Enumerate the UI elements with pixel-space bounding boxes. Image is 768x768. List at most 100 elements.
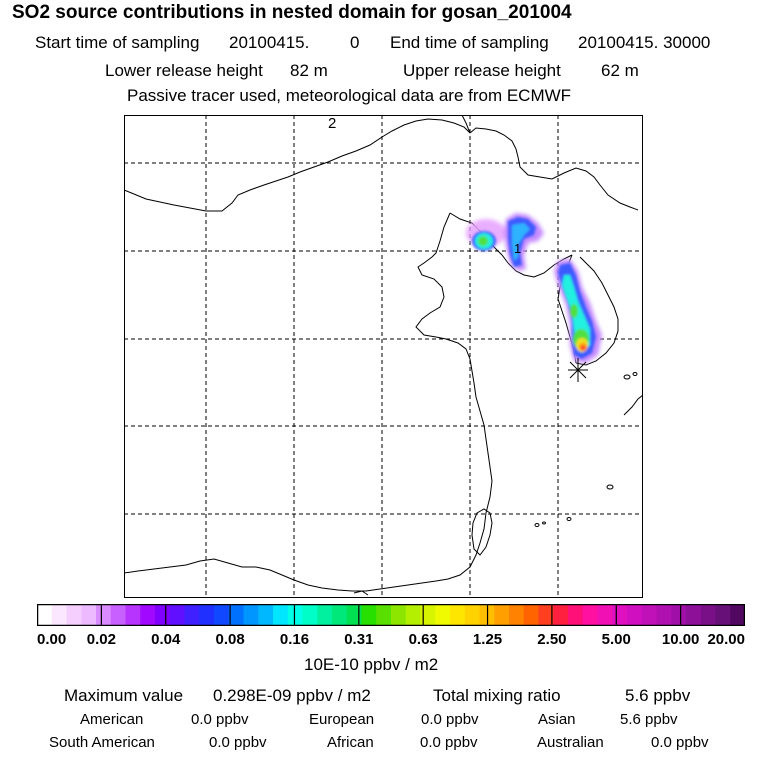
upper-release-value: 62 m [601, 61, 639, 80]
chart-title: SO2 source contributions in nested domai… [12, 2, 572, 23]
start-time-hour: 0 [350, 33, 360, 52]
source-african-value: 0.0 ppbv [420, 734, 478, 751]
colorbar-cell [671, 604, 687, 626]
colorbar-cell [37, 604, 53, 626]
colorbar-tick-label: 10.00 [661, 631, 700, 648]
japan-kyushu [623, 394, 643, 416]
korea-border [507, 254, 573, 278]
colorbar-cell [346, 604, 362, 626]
lower-release-label: Lower release height [105, 61, 263, 80]
china-russia-border [461, 115, 471, 134]
colorbar-cell [332, 604, 348, 626]
colorbar-cell [420, 604, 436, 626]
gosan-source-marker [568, 358, 588, 382]
map-panel: 2 1 [124, 115, 643, 598]
colorbar-cell [538, 604, 554, 626]
map-label-2: 2 [328, 115, 336, 132]
source-asian-value: 5.6 ppbv [620, 711, 678, 728]
colorbar-cell [155, 604, 171, 626]
lower-release-value: 82 m [290, 61, 328, 80]
colorbar-cell [494, 604, 510, 626]
korea-coast-east [575, 256, 619, 366]
colorbar-cell [509, 604, 525, 626]
colorbar-cell [464, 604, 480, 626]
end-time-label: End time of sampling [390, 33, 549, 52]
colorbar-tick-label: 20.00 [707, 631, 745, 648]
colorbar-tick-label: 5.00 [601, 631, 631, 648]
colorbar-tick-label: 0.00 [37, 631, 67, 648]
islands [534, 372, 638, 527]
colorbar-cell [405, 604, 421, 626]
colorbar-cell [582, 604, 598, 626]
source-australian-value: 0.0 ppbv [651, 734, 709, 751]
upper-release-label: Upper release height [403, 61, 561, 80]
colorbar-cell [656, 604, 672, 626]
colorbar-cell [66, 604, 82, 626]
colorbar-cell [273, 604, 289, 626]
colorbar-tick-label: 2.50 [537, 631, 567, 648]
colorbar [37, 604, 745, 626]
colorbar-tick-label: 0.31 [344, 631, 374, 648]
total-mixing-label: Total mixing ratio [433, 686, 561, 705]
colorbar-cell [686, 604, 702, 626]
colorbar-cell [258, 604, 274, 626]
map-label-1: 1 [514, 241, 521, 256]
china-coast [124, 212, 493, 592]
end-time-value: 20100415. 30000 [578, 33, 711, 52]
colorbar-tick-label: 0.63 [408, 631, 438, 648]
colorbar-cell [597, 604, 613, 626]
plume-korea-red [581, 346, 585, 350]
colorbar-cell [125, 604, 141, 626]
colorbar-tick-label: 1.25 [472, 631, 503, 648]
colorbar-cell [51, 604, 67, 626]
source-asian-name: Asian [538, 711, 576, 728]
start-time-label: Start time of sampling [35, 33, 200, 52]
colorbar-cell [110, 604, 126, 626]
source-american-name: American [80, 711, 144, 728]
colorbar-cell [302, 604, 318, 626]
source-african-name: African [327, 734, 374, 751]
colorbar-cell [641, 604, 657, 626]
colorbar-cell [184, 604, 200, 626]
mongolia-china-border [124, 118, 471, 212]
hainan [353, 590, 369, 596]
colorbar-tick-label: 0.16 [279, 631, 310, 648]
source-european-name: European [309, 711, 375, 728]
colorbar-tick-label: 0.04 [151, 631, 181, 648]
source-south-american-value: 0.0 ppbv [209, 734, 267, 751]
total-mixing-value: 5.6 ppbv [625, 686, 691, 705]
colorbar-cell [450, 604, 466, 626]
plume-korea-green-mid [570, 304, 578, 318]
colorbar-cell [243, 604, 259, 626]
colorbar-cell [214, 604, 230, 626]
colorbar-cell [287, 604, 303, 626]
plume-north-lightblue [512, 223, 530, 261]
colorbar-cell [228, 604, 244, 626]
source-south-american-name: South American [49, 734, 155, 751]
source-european-value: 0.0 ppbv [421, 711, 479, 728]
lat-lon-grid [124, 115, 643, 598]
colorbar-cell [391, 604, 407, 626]
colorbar-tick-label: 0.02 [86, 631, 116, 648]
colorbar-cell [553, 604, 569, 626]
colorbar-cell [435, 604, 451, 626]
colorbar-cell [169, 604, 185, 626]
source-australian-name: Australian [537, 734, 604, 751]
colorbar-cell [140, 604, 156, 626]
colorbar-cell [568, 604, 584, 626]
colorbar-cell [612, 604, 628, 626]
colorbar-units: 10E-10 ppbv / m2 [304, 655, 439, 674]
tracer-note: Passive tracer used, meteorological data… [127, 86, 572, 105]
colorbar-cell [81, 604, 97, 626]
colorbar-cell [523, 604, 539, 626]
plume-west-green [478, 236, 488, 246]
max-value: 0.298E-09 ppbv / m2 [213, 686, 371, 705]
northeast-border [469, 127, 639, 211]
source-american-value: 0.0 ppbv [191, 711, 249, 728]
colorbar-cell [361, 604, 377, 626]
plume-contours [466, 213, 602, 363]
max-value-label: Maximum value [64, 686, 184, 705]
colorbar-cell [96, 604, 112, 626]
colorbar-cell [199, 604, 215, 626]
colorbar-tick-label: 0.08 [215, 631, 245, 648]
